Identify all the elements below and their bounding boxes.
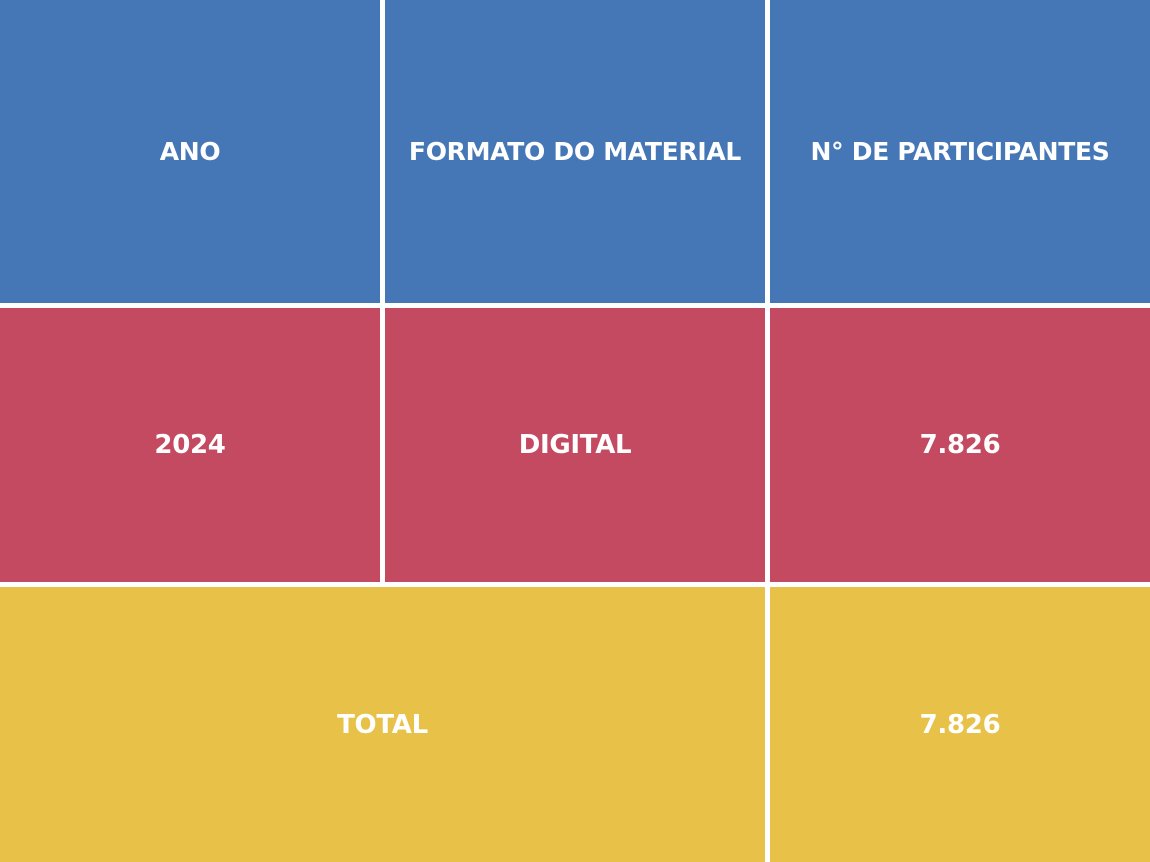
header-numero-de-participantes: N° DE PARTICIPANTES [770,0,1150,303]
total-label: TOTAL [0,587,765,862]
cell-ano: 2024 [0,308,380,582]
header-formato-do-material: FORMATO DO MATERIAL [385,0,765,303]
cell-participantes: 7.826 [770,308,1150,582]
total-value: 7.826 [770,587,1150,862]
header-ano: ANO [0,0,380,303]
cell-formato: DIGITAL [385,308,765,582]
